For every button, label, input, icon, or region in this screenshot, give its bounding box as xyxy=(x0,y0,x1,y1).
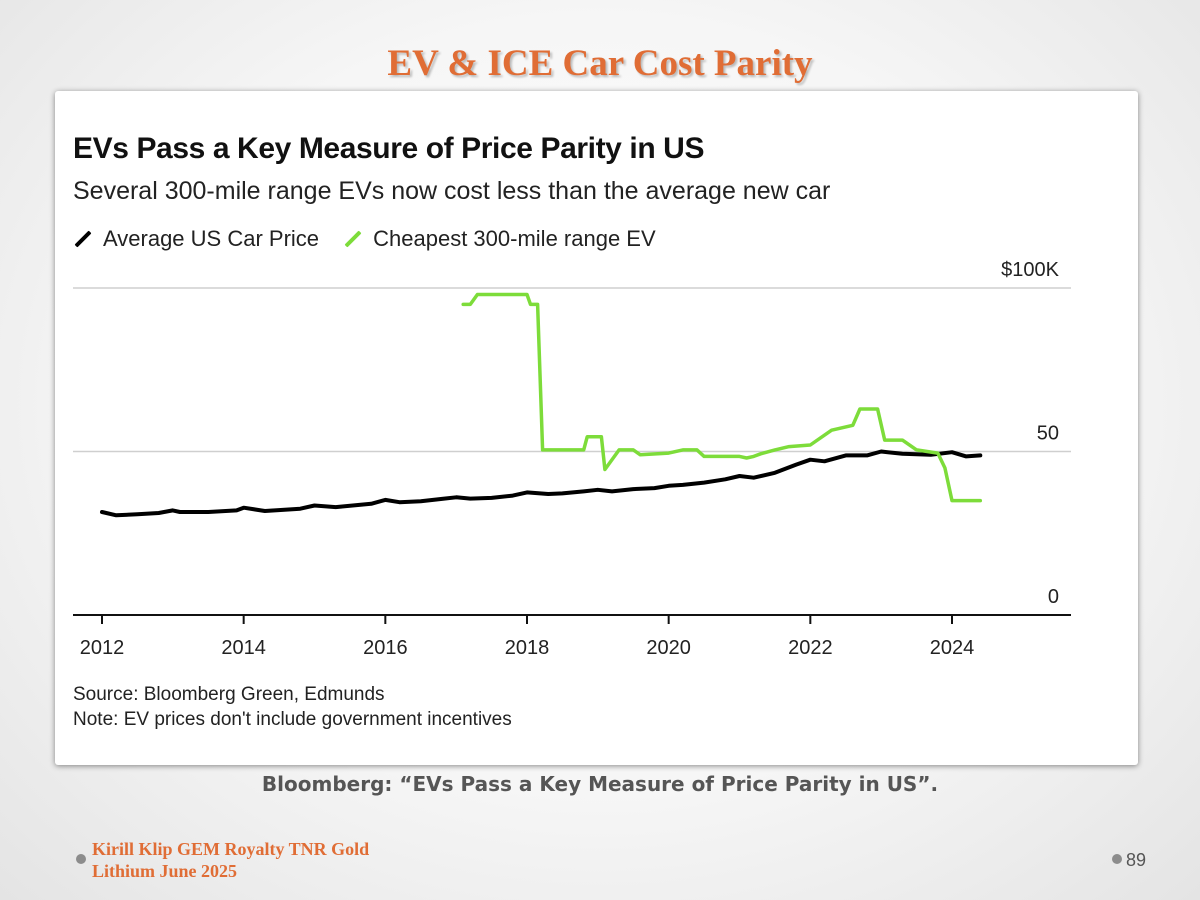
line-chart: 0 50 $100K 2012 2014 2016 2018 2020 2022 2024 xyxy=(73,259,1071,659)
y-tick-label-2: $100K xyxy=(1001,259,1059,281)
y-tick-label-0: 0 xyxy=(1048,586,1059,608)
chart-legend: Average US Car Price Cheapest 300-mile r… xyxy=(73,221,674,252)
footer-line-1: Kirill Klip GEM Royalty TNR Gold xyxy=(92,839,370,859)
x-tick-label-5: 2022 xyxy=(788,637,833,659)
footer-line-2: Lithium June 2025 xyxy=(92,861,238,881)
chart-subtitle: Several 300-mile range EVs now cost less… xyxy=(73,177,831,205)
y-tick-label-1: 50 xyxy=(1037,423,1059,445)
page-number: 89 xyxy=(1126,850,1147,870)
slide-caption: Bloomberg: “EVs Pass a Key Measure of Pr… xyxy=(261,772,939,796)
x-tick-label-0: 2012 xyxy=(80,637,125,659)
series-line-cheapest-ev xyxy=(461,292,983,503)
x-tick-label-3: 2018 xyxy=(505,637,550,659)
legend-item-cheapest-ev: Cheapest 300-mile range EV xyxy=(343,226,656,252)
x-tick-label-6: 2024 xyxy=(930,637,975,659)
chart-card: 0 50 $100K 2012 2014 2016 2018 2020 2022 2024 EVs… xyxy=(55,91,1138,765)
legend-swatch-cheapest-ev xyxy=(344,230,362,248)
x-tick-label-2: 2016 xyxy=(363,637,408,659)
footer-bullet xyxy=(76,854,86,864)
x-tick-label-1: 2014 xyxy=(221,637,266,659)
legend-label-average-us-car-price: Average US Car Price xyxy=(103,226,320,251)
legend-label-cheapest-ev: Cheapest 300-mile range EV xyxy=(373,226,656,251)
chart-notes: Source: Bloomberg Green, Edmunds Note: E… xyxy=(73,682,512,732)
chart-source: Source: Bloomberg Green, Edmunds xyxy=(73,684,385,705)
slide-title: EV & ICE Car Cost Parity xyxy=(387,43,813,84)
legend-swatch-average-us-car-price xyxy=(74,230,92,248)
page-number-bullet xyxy=(1112,854,1122,864)
chart-note: Note: EV prices don't include government… xyxy=(73,709,512,730)
series-line-average-us-car-price xyxy=(100,449,983,518)
x-tick-label-4: 2020 xyxy=(646,637,691,659)
footer-credit: Kirill Klip GEM Royalty TNR Gold Lithium… xyxy=(92,838,369,882)
chart-title: EVs Pass a Key Measure of Price Parity i… xyxy=(73,132,705,165)
legend-item-average-us-car-price: Average US Car Price xyxy=(73,226,319,252)
